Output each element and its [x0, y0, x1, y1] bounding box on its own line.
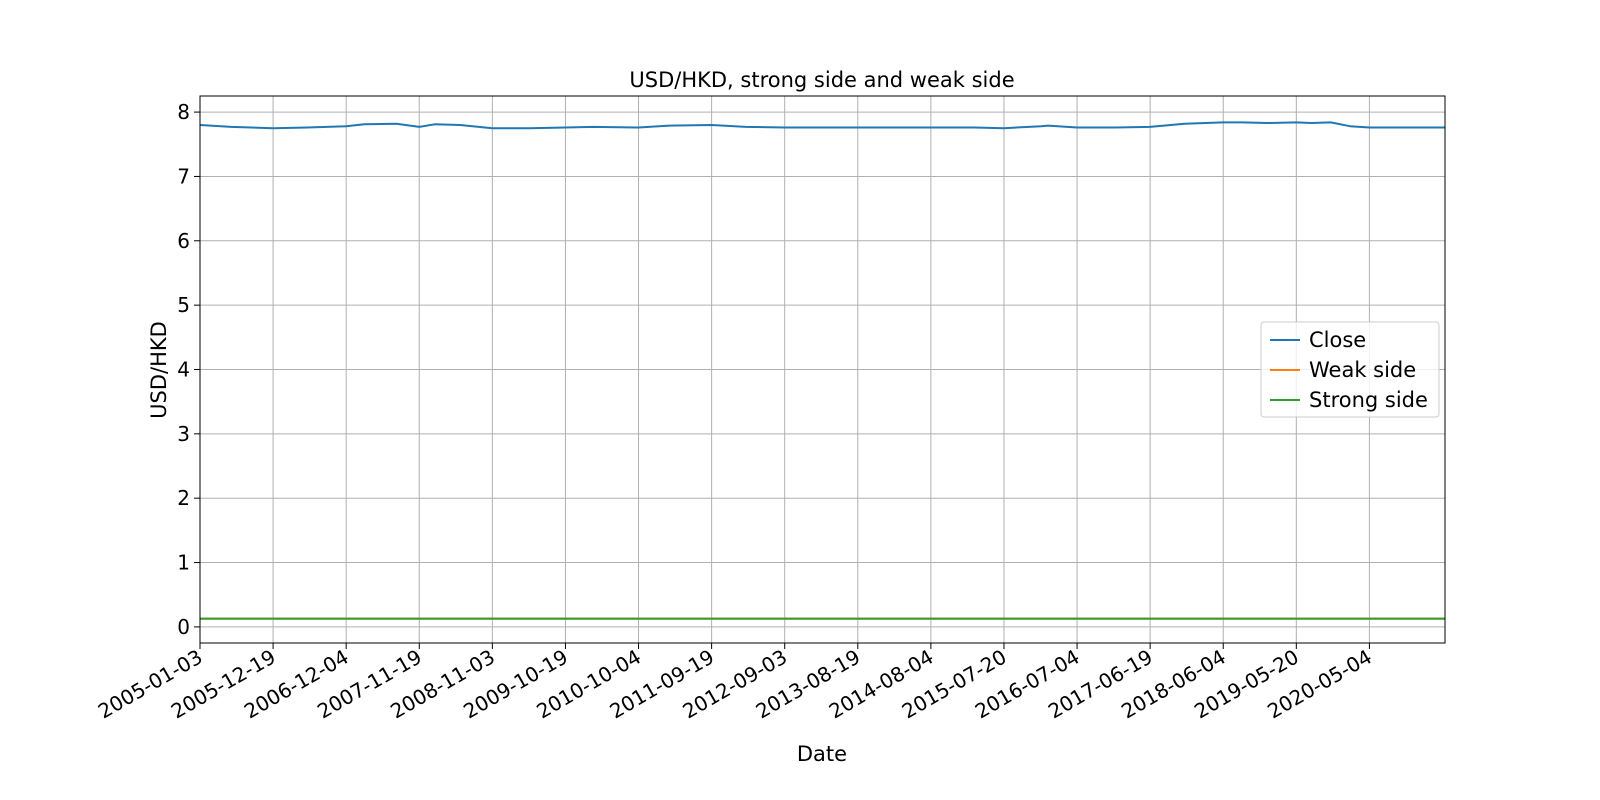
- y-axis-label: USD/HKD: [147, 321, 171, 419]
- y-tick-label: 5: [177, 293, 190, 317]
- y-tick-label: 7: [177, 164, 190, 188]
- y-tick-label: 1: [177, 551, 190, 575]
- legend-label: Weak side: [1309, 358, 1416, 382]
- y-tick-label: 4: [177, 358, 190, 382]
- y-tick-label: 2: [177, 486, 190, 510]
- ticks: 0123456782005-01-032005-12-192006-12-042…: [94, 100, 1376, 723]
- chart-title: USD/HKD, strong side and weak side: [629, 68, 1014, 92]
- y-tick-label: 8: [177, 100, 190, 124]
- series-lines: [199, 121, 1445, 620]
- y-tick-label: 0: [177, 615, 190, 639]
- legend-label: Close: [1309, 328, 1366, 352]
- x-axis-label: Date: [797, 742, 847, 766]
- series-line-close: [199, 121, 1445, 130]
- y-tick-label: 3: [177, 422, 190, 446]
- legend-label: Strong side: [1309, 388, 1428, 412]
- grid: [199, 96, 1445, 643]
- legend: Close Weak side Strong side: [1260, 321, 1440, 418]
- legend-box: [1260, 321, 1440, 418]
- y-tick-label: 6: [177, 229, 190, 253]
